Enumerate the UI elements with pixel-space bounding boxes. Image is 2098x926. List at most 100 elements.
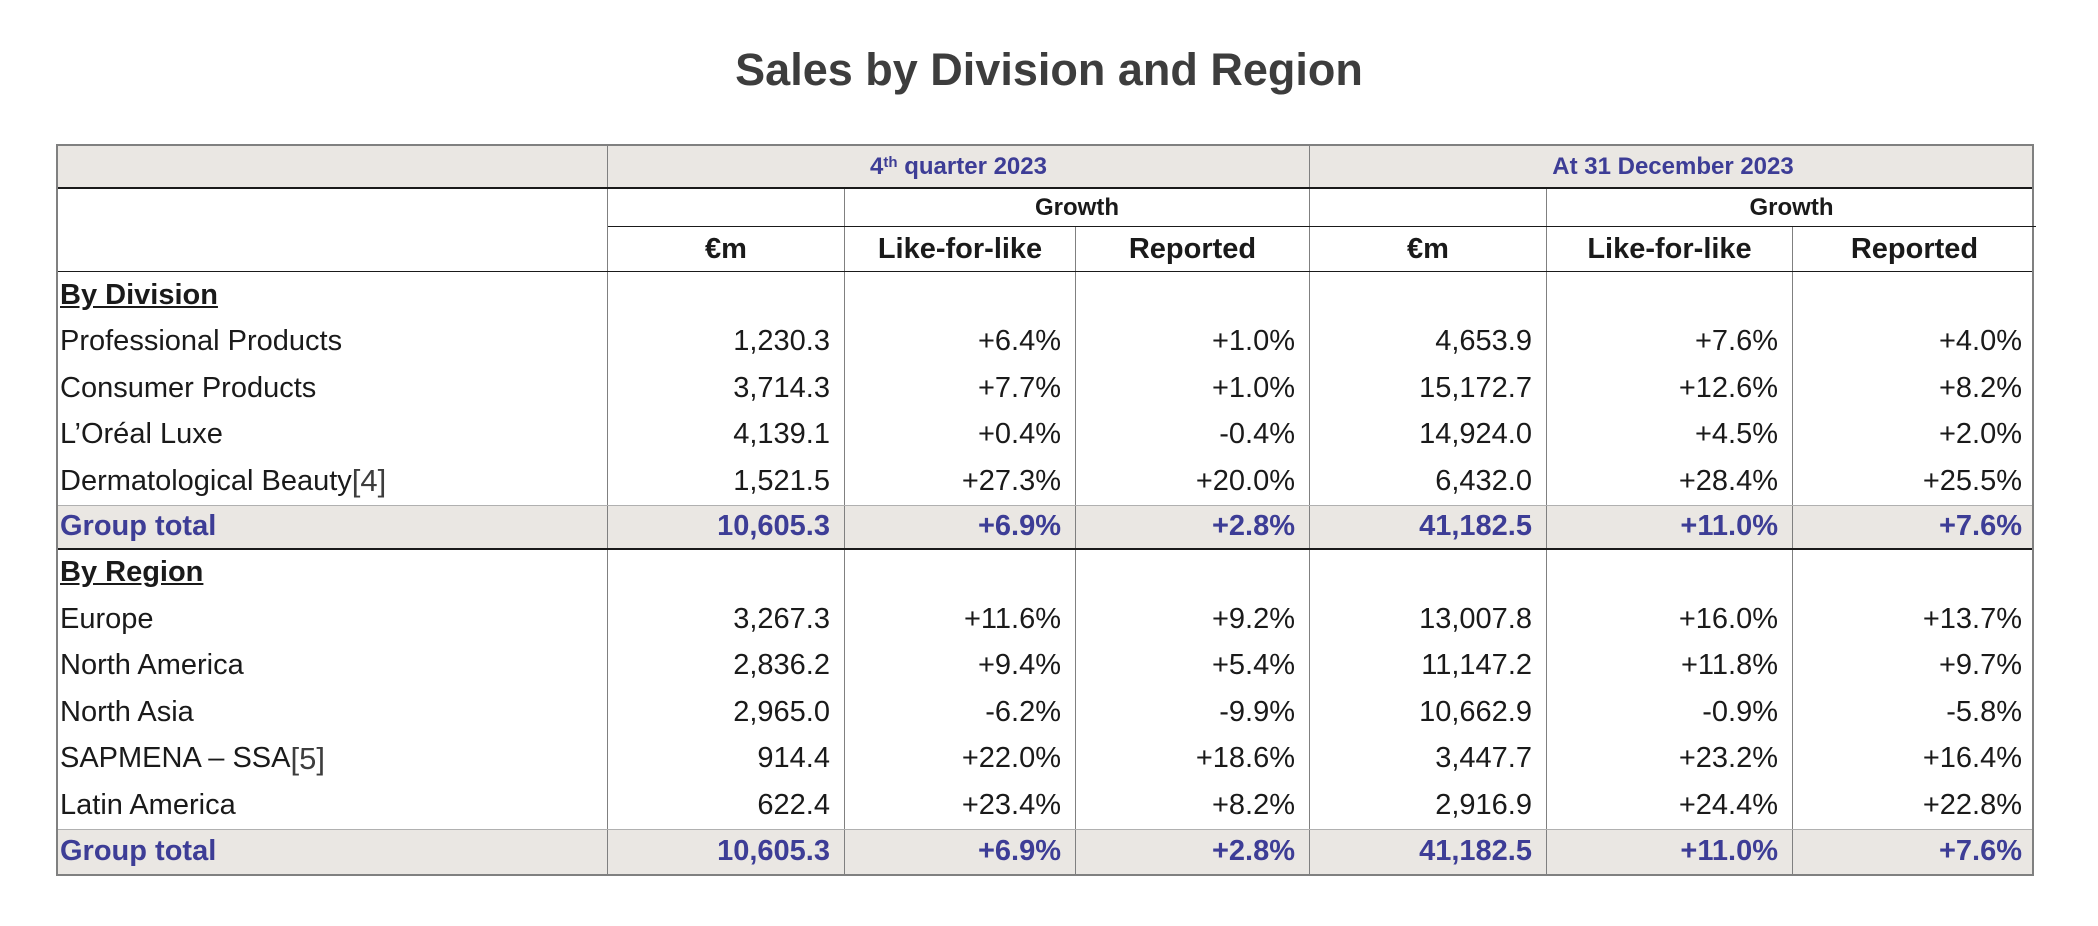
table-cell: +0.4% [845,411,1076,458]
footnote-marker: [4] [351,463,387,499]
table-cell: +7.7% [845,365,1076,412]
table-cell: +4.5% [1547,411,1793,458]
row-label-text: Dermatological Beauty [60,464,352,497]
table-cell: +6.4% [845,318,1076,365]
table-cell: 4,139.1 [608,411,845,458]
total-cell: +11.0% [1547,505,1793,548]
table-row: Dermatological Beauty [4] 1,521.5 +27.3% +20… [58,458,2032,505]
col-lfl-dec: Like-for-like [1547,227,1793,271]
table-cell: 622.4 [608,782,845,829]
table-cell: 3,267.3 [608,596,845,643]
row-label: L’Oréal Luxe [58,411,608,458]
total-cell: +11.0% [1547,829,1793,874]
table-row: Professional Products 1,230.3 +6.4% +1.0% 4,… [58,318,2032,365]
table-cell: 14,924.0 [1310,411,1547,458]
table-cell: 1,230.3 [608,318,845,365]
header-blank-label [58,189,608,271]
total-cell: +6.9% [845,829,1076,874]
row-label-text: Professional Products [60,325,343,358]
table-cell: 2,916.9 [1310,782,1547,829]
total-cell: +7.6% [1938,510,2022,542]
table-cell: 13,007.8 [1310,596,1547,643]
table-cell: 15,172.7 [1310,365,1547,412]
section-heading-region: By Region [58,549,608,596]
table-cell: +9.4% [845,642,1076,689]
table-row: North Asia 2,965.0 -6.2% -9.9% 10,662.9 -0.9%… [58,689,2032,736]
section-division: By Division [58,272,2032,319]
table-cell: +11.8% [1547,642,1793,689]
header-dec-2023: At 31 December 2023 [1552,152,1794,180]
table-cell: 1,521.5 [608,458,845,505]
header-subrows: Growth Growth €m Like-for-like Reported … [58,189,2036,272]
total-cell: +7.6% [1938,835,2022,867]
col-em-dec: €m [1310,227,1547,271]
table-cell: +13.7% [1922,602,2022,635]
table-cell: +2.0% [1938,418,2022,451]
table-cell: +23.4% [845,782,1076,829]
table-cell: +24.4% [1547,782,1793,829]
table-cell: 3,714.3 [608,365,845,412]
table-cell: +20.0% [1076,458,1310,505]
region-total-row: Group total 10,605.3 +6.9% +2.8% 41,182.… [58,828,2032,874]
table-cell: +23.2% [1547,735,1793,782]
section-heading-division: By Division [58,272,608,319]
total-cell: 41,182.5 [1310,505,1547,548]
table-cell: 4,653.9 [1310,318,1547,365]
table-cell: 6,432.0 [1310,458,1547,505]
row-label-text: Consumer Products [60,371,317,404]
table-cell: -5.8% [1946,695,2022,728]
row-label-text: Latin America [60,788,236,821]
header-row-growth: Growth Growth [608,189,2036,227]
table-cell: +1.0% [1076,365,1310,412]
total-label: Group total [58,505,608,548]
header-growth-q4: Growth [845,189,1310,226]
total-cell: 10,605.3 [608,505,845,548]
total-label: Group total [58,829,608,874]
table-cell: +22.0% [845,735,1076,782]
table-cell: -6.2% [845,689,1076,736]
row-label: North Asia [58,689,608,736]
total-cell: +2.8% [1076,505,1310,548]
table-cell: 10,662.9 [1310,689,1547,736]
row-label-text: SAPMENA – SSA [60,742,291,775]
row-label-text: L’Oréal Luxe [60,418,223,451]
division-rows: Professional Products 1,230.3 +6.4% +1.0% 4,… [58,318,2032,505]
col-reported-q4: Reported [1076,227,1310,271]
q4-suffix: quarter 2023 [897,152,1047,180]
page-title: Sales by Division and Region [735,44,1363,95]
table-cell: +8.2% [1938,371,2022,404]
table-row: Latin America 622.4 +23.4% +8.2% 2,916.9 +24.… [58,782,2032,829]
total-cell: +2.8% [1076,829,1310,874]
col-lfl-q4: Like-for-like [845,227,1076,271]
table-cell: +1.0% [1076,318,1310,365]
row-label: Professional Products [58,318,608,365]
table-row: L’Oréal Luxe 4,139.1 +0.4% -0.4% 14,924.0 +4.… [58,411,2032,458]
header-row-columns: €m Like-for-like Reported €m Like-for-li… [608,227,2036,271]
table-row: SAPMENA – SSA [5] 914.4 +22.0% +18.6% 3,447.7… [58,735,2032,782]
region-rows: Europe 3,267.3 +11.6% +9.2% 13,007.8 +16.0% +1… [58,596,2032,829]
header-subgrid: Growth Growth €m Like-for-like Reported … [608,189,2036,271]
table-cell: +27.3% [845,458,1076,505]
table-cell: +28.4% [1547,458,1793,505]
total-cell: 10,605.3 [608,829,845,874]
row-label-text: North America [60,649,244,682]
table-cell: +16.0% [1547,596,1793,643]
total-cell: +6.9% [845,505,1076,548]
table-cell: -0.4% [1076,411,1310,458]
col-reported-dec: Reported [1850,232,1979,265]
table-row: Consumer Products 3,714.3 +7.7% +1.0% 15,172… [58,365,2032,412]
header-growth-dec: Growth [1749,193,1834,221]
table-cell: 11,147.2 [1310,642,1547,689]
header-corner [58,146,608,187]
table-cell: +7.6% [1547,318,1793,365]
table-cell: +22.8% [1922,788,2022,821]
row-label: SAPMENA – SSA [5] [58,735,608,782]
row-label-text: Europe [60,602,154,635]
table-cell: +8.2% [1076,782,1310,829]
table-row: Europe 3,267.3 +11.6% +9.2% 13,007.8 +16.0% +1… [58,596,2032,643]
q4-prefix: 4 [870,152,884,180]
table-cell: +25.5% [1922,464,2022,497]
